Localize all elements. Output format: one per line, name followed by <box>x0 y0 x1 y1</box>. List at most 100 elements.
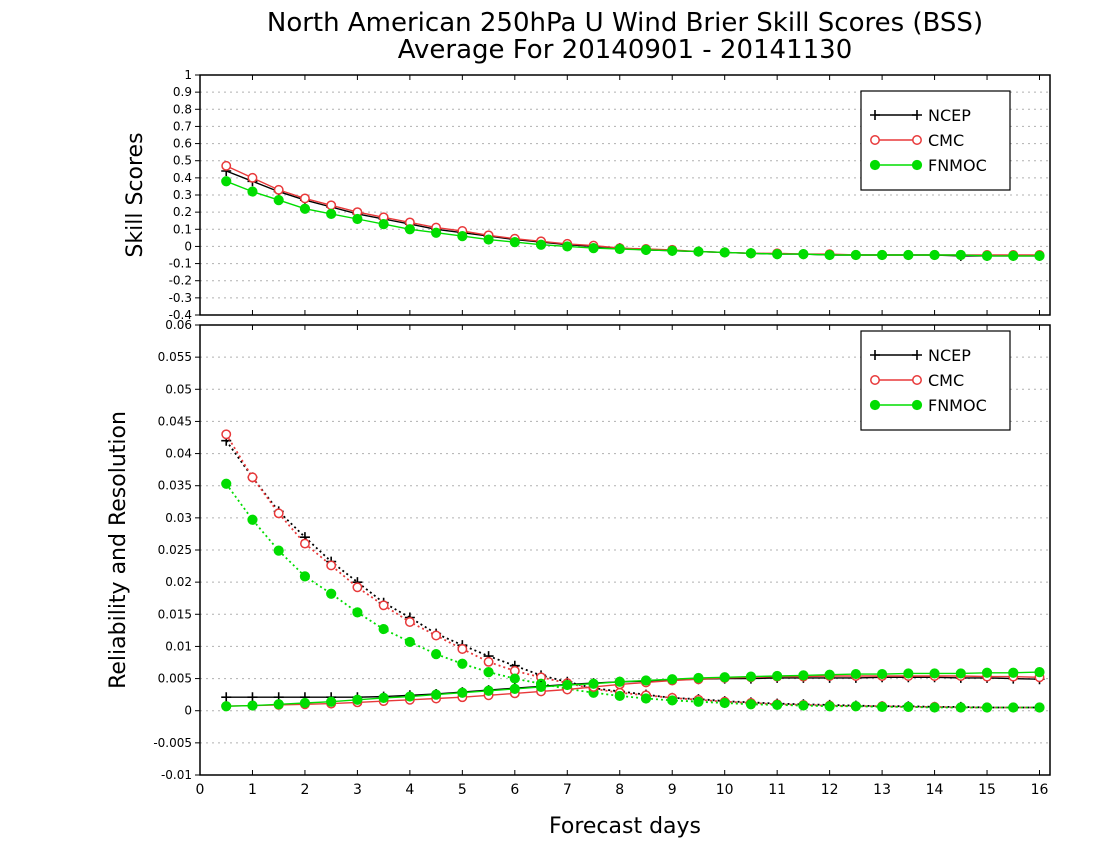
data-point <box>352 694 363 705</box>
y-tick-label: 0.4 <box>173 171 192 185</box>
data-point <box>431 689 442 700</box>
data-point <box>667 674 678 685</box>
legend-label: CMC <box>928 131 964 150</box>
data-point <box>378 623 389 635</box>
x-tick-label: 16 <box>1031 782 1049 798</box>
legend-entry-fnmoc: FNMOC <box>869 156 987 175</box>
data-point <box>221 692 232 703</box>
x-tick-label: 15 <box>978 782 996 798</box>
data-point <box>614 690 625 702</box>
data-point <box>326 560 337 571</box>
legend-marker <box>912 375 922 385</box>
reliability-resolution-panel: -0.01 -0.005 0 0.005 0.01 0.015 0.02 0.025 0.03 0… <box>106 318 1051 839</box>
legend-entry-fnmoc: FNMOC <box>869 396 987 415</box>
legend-marker <box>869 159 881 171</box>
x-tick-label: 4 <box>405 782 414 798</box>
legend-marker <box>911 159 923 171</box>
y-tick-label: 0.035 <box>158 479 192 493</box>
data-point <box>640 675 652 686</box>
data-point <box>850 249 861 261</box>
x-tick-label: 12 <box>821 782 839 798</box>
data-point <box>588 243 599 254</box>
series-cmc-reliability <box>221 429 1045 713</box>
legend-marker <box>870 350 880 360</box>
y-tick-label: 0.6 <box>173 137 192 151</box>
data-point <box>273 508 284 519</box>
data-point <box>326 696 337 707</box>
data-point <box>876 668 888 680</box>
x-tick-label: 6 <box>510 782 519 798</box>
y-tick-label: 0.015 <box>158 607 192 621</box>
data-point <box>903 701 914 712</box>
data-point <box>955 668 966 679</box>
data-point <box>247 172 258 183</box>
legend-entry-ncep: NCEP <box>870 346 971 365</box>
data-point <box>1008 702 1019 713</box>
data-point <box>876 249 888 261</box>
legend-label: CMC <box>928 371 964 390</box>
data-point <box>640 244 652 255</box>
chart-title-line2: Average For 20140901 - 20141130 <box>398 35 853 65</box>
data-point <box>693 246 704 257</box>
y-tick-label: 0.04 <box>165 447 192 461</box>
series-line <box>225 483 1040 709</box>
data-point <box>903 668 914 679</box>
series-fnmoc <box>221 176 1045 261</box>
data-point <box>1034 702 1045 713</box>
data-point <box>955 249 966 261</box>
y-tick-label: 0.3 <box>173 188 192 202</box>
data-point <box>221 478 232 489</box>
data-point <box>1008 250 1019 261</box>
data-point <box>798 670 809 681</box>
data-point <box>640 693 652 704</box>
data-point <box>955 702 966 713</box>
data-point <box>299 697 311 709</box>
data-point <box>1034 667 1045 678</box>
data-point <box>404 224 415 235</box>
data-point <box>378 219 389 230</box>
y-tick-label: 0.01 <box>165 639 192 653</box>
data-point <box>483 667 494 678</box>
data-point <box>352 582 363 593</box>
legend-entry-cmc: CMC <box>870 371 964 390</box>
legend-marker <box>911 399 923 411</box>
skill-scores-panel: -0.4 -0.3 -0.2 -0.1 0 0.1 0.2 0.3 0.4 0.5 0.6 0.7 0.… <box>123 68 1051 322</box>
x-tick-label: 7 <box>563 782 572 798</box>
legend-marker <box>912 135 922 145</box>
data-point <box>850 668 861 680</box>
data-point <box>929 702 940 713</box>
data-point <box>903 249 914 261</box>
data-point <box>404 617 415 627</box>
data-point <box>772 699 783 711</box>
legend-marker <box>870 110 880 120</box>
data-point <box>981 667 993 678</box>
y-tick-label: 0.005 <box>158 672 192 686</box>
data-point <box>273 699 284 710</box>
series-ncep-reliability <box>221 435 1045 713</box>
data-point <box>483 656 494 667</box>
data-point <box>693 672 704 684</box>
data-point <box>772 249 783 260</box>
data-point <box>352 607 363 618</box>
y-tick-label: -0.3 <box>169 291 192 305</box>
series-line <box>225 440 1040 709</box>
legend-marker <box>869 399 881 411</box>
y-tick-label: 0.055 <box>158 350 192 364</box>
x-tick-label: 10 <box>716 782 734 798</box>
data-point <box>431 227 442 238</box>
data-point <box>509 673 520 684</box>
data-point <box>221 429 232 440</box>
data-point <box>378 692 389 703</box>
data-point <box>457 644 468 654</box>
legend: NCEP CMC FNMOC <box>860 90 1011 191</box>
y-tick-label: 0.8 <box>173 102 192 116</box>
x-tick-label: 13 <box>873 782 891 798</box>
data-point <box>562 679 573 691</box>
y-tick-label: 0.045 <box>158 414 192 428</box>
data-point <box>929 668 940 679</box>
y-tick-label: 0.1 <box>173 222 192 236</box>
y-tick-label: 0.02 <box>165 575 192 589</box>
data-point <box>981 702 993 713</box>
data-point <box>326 588 337 599</box>
